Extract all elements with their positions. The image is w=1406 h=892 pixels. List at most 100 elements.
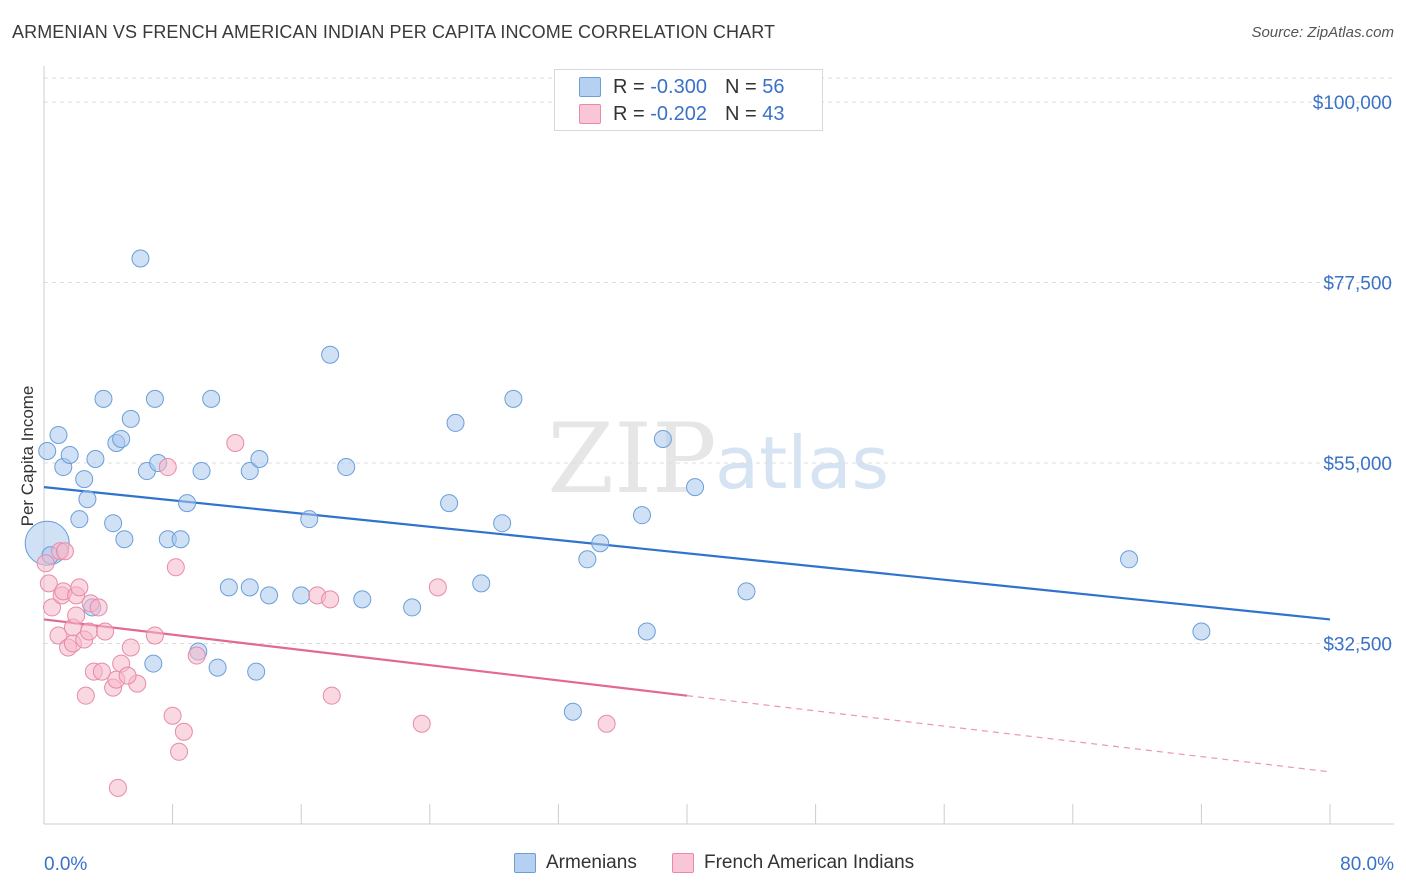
armenians-point [115, 530, 134, 549]
armenians-point [563, 702, 582, 721]
french-american-indians-point [174, 722, 193, 741]
french-american-indians-point [145, 626, 164, 645]
armenians-point [250, 450, 269, 469]
armenians-point [202, 389, 221, 408]
armenians-point [737, 582, 756, 601]
french-american-indians-point [158, 458, 177, 477]
series-label-french-american-indians: French American Indians [704, 852, 915, 873]
watermark: ZIP atlas [547, 403, 889, 515]
x-tick-label-min: 0.0% [44, 854, 87, 875]
armenians-point [145, 389, 164, 408]
grid-lines [44, 77, 1394, 645]
armenians-point [240, 462, 259, 481]
armenians-point [472, 574, 491, 593]
french-american-indians-point [92, 662, 111, 681]
armenians-point [337, 458, 356, 477]
armenians-point [578, 550, 597, 569]
legend-r-label: R = [613, 102, 645, 125]
french-american-indians-point [96, 622, 115, 641]
series-legend: Armenians French American Indians [0, 852, 1406, 876]
y-tick-label: $100,000 [1313, 93, 1392, 114]
legend-row-armenians: R = -0.300 N = 56 [579, 75, 784, 99]
legend-n-label: N = [724, 75, 757, 98]
legend-n-value: 56 [762, 75, 785, 98]
armenians-point [192, 462, 211, 481]
french-american-indians-point [170, 742, 189, 761]
armenians-point [493, 514, 512, 533]
armenians-point [292, 586, 311, 605]
armenians-point [78, 490, 97, 509]
source-label: Source: ZipAtlas.com [1251, 24, 1394, 41]
french-american-indians-point [89, 598, 108, 617]
armenians-point [86, 450, 105, 469]
french-american-indians-point [118, 666, 137, 685]
french-american-indians-point [43, 598, 62, 617]
armenians-point [208, 658, 227, 677]
armenians-point [75, 470, 94, 489]
armenians-point [70, 510, 89, 529]
legend-r-value: -0.202 [650, 102, 707, 125]
armenians-point [632, 506, 651, 525]
french-american-indians-point [36, 554, 55, 573]
armenians-point [260, 586, 279, 605]
legend-swatch-pink [579, 104, 601, 124]
armenians-point [178, 494, 197, 513]
armenians-point [321, 345, 340, 364]
french-american-indians-point [428, 578, 447, 597]
french-american-indians-point [321, 590, 340, 609]
series-swatch-pink [672, 853, 694, 873]
french-american-indians-point [412, 714, 431, 733]
french-american-indians-point [39, 574, 58, 593]
french-american-indians-point [67, 606, 86, 625]
french-american-indians-point [226, 433, 245, 452]
data-points [24, 249, 1211, 797]
chart-title: ARMENIAN VS FRENCH AMERICAN INDIAN PER C… [12, 22, 776, 42]
armenians-point [686, 478, 705, 497]
tick-labels: $32,500 $55,000 $77,500 $100,000 0.0% 80.0% [44, 93, 1394, 875]
armenians-point [60, 446, 79, 465]
armenians-point [1192, 622, 1211, 641]
armenians-point [104, 514, 123, 533]
legend-n-label: N = [724, 102, 757, 125]
armenians-point [131, 249, 150, 268]
series-legend-french-american-indians: French American Indians [672, 852, 914, 874]
french-american-indians-point [49, 626, 68, 645]
armenians-trend-line [43, 486, 1331, 621]
french-american-indians-point [163, 706, 182, 725]
french-american-indians-point [76, 686, 95, 705]
french-american-indians-point [55, 542, 74, 561]
legend-r-label: R = [613, 75, 645, 98]
armenians-point [403, 598, 422, 617]
armenians-point [49, 425, 68, 444]
armenians-point [144, 654, 163, 673]
armenians-point [446, 413, 465, 432]
y-tick-label: $77,500 [1323, 274, 1392, 295]
series-legend-armenians: Armenians [514, 852, 637, 874]
armenians-point [353, 590, 372, 609]
armenians-point [94, 389, 113, 408]
french-american-indians-point [166, 558, 185, 577]
armenians-point [240, 578, 259, 597]
french-american-indians-trend-extension [686, 695, 1331, 773]
correlation-legend: R = -0.300 N = 56 R = -0.202 N = 43 [554, 69, 823, 131]
french-american-indians-point [187, 646, 206, 665]
legend-swatch-blue [579, 77, 601, 97]
armenians-point [653, 429, 672, 448]
armenians-point [504, 389, 523, 408]
trend-lines [43, 486, 1331, 773]
french-american-indians-point [121, 638, 140, 657]
watermark-zip: ZIP [547, 403, 716, 515]
armenians-point [112, 429, 131, 448]
armenians-point [171, 530, 190, 549]
armenians-point [637, 622, 656, 641]
french-american-indians-point [70, 578, 89, 597]
french-american-indians-point [597, 714, 616, 733]
legend-row-french-american-indians: R = -0.202 N = 43 [579, 102, 784, 126]
french-american-indians-point [80, 622, 99, 641]
legend-n-value: 43 [762, 102, 785, 125]
armenians-point [440, 494, 459, 513]
armenians-point [591, 534, 610, 553]
armenians-point [300, 510, 319, 529]
armenians-point [247, 662, 266, 681]
